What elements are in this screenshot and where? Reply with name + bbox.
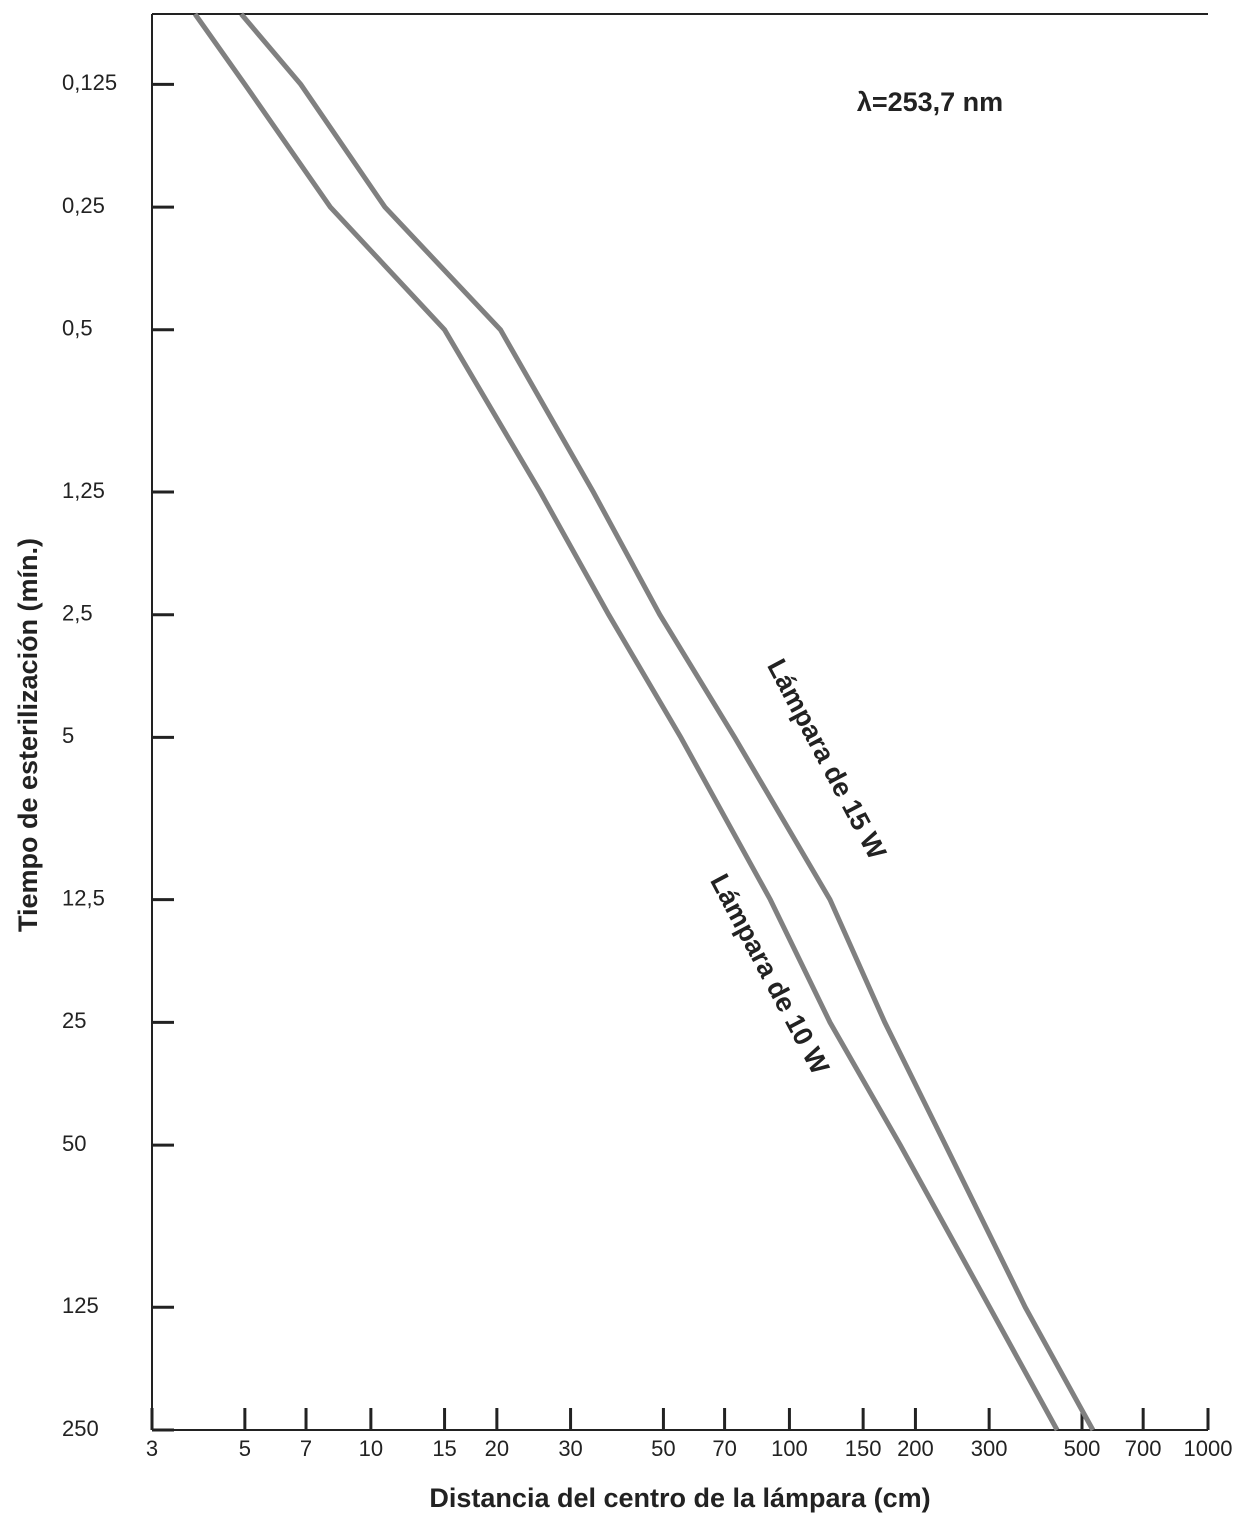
x-tick-label: 300 xyxy=(971,1436,1008,1461)
line xyxy=(192,12,1060,1432)
x-tick-label: 10 xyxy=(359,1436,383,1461)
x-tick-label: 200 xyxy=(897,1436,934,1461)
x-axis-label: Distancia del centro de la lámpara (cm) xyxy=(429,1483,930,1513)
y-tick-label: 0,125 xyxy=(62,70,117,95)
series-label: Lámpara de 15 W xyxy=(761,654,892,865)
y-axis-label: Tiempo de esterilización (mín.) xyxy=(13,538,43,932)
y-tick-label: 2,5 xyxy=(62,601,93,626)
x-tick-label: 150 xyxy=(845,1436,882,1461)
y-tick-label: 50 xyxy=(62,1131,86,1156)
y-tick-label: 1,25 xyxy=(62,478,105,503)
x-tick-label: 20 xyxy=(485,1436,509,1461)
x-tick-label: 15 xyxy=(432,1436,456,1461)
x-tick-label: 100 xyxy=(771,1436,808,1461)
y-tick-label: 25 xyxy=(62,1008,86,1033)
y-tick-label: 0,5 xyxy=(62,316,93,341)
x-tick-label: 50 xyxy=(651,1436,675,1461)
y-tick-label: 250 xyxy=(62,1416,99,1441)
x-tick-label: 30 xyxy=(558,1436,582,1461)
annotation: λ=253,7 nm xyxy=(857,87,1003,117)
line xyxy=(239,12,1096,1432)
y-tick-label: 0,25 xyxy=(62,193,105,218)
x-tick-label: 500 xyxy=(1064,1436,1101,1461)
y-tick-label: 12,5 xyxy=(62,885,105,910)
y-tick-label: 5 xyxy=(62,723,74,748)
y-tick-label: 125 xyxy=(62,1293,99,1318)
x-tick-label: 1000 xyxy=(1184,1436,1233,1461)
x-tick-label: 3 xyxy=(146,1436,158,1461)
x-tick-label: 5 xyxy=(239,1436,251,1461)
x-tick-label: 7 xyxy=(300,1436,312,1461)
x-tick-label: 700 xyxy=(1125,1436,1162,1461)
x-tick-label: 70 xyxy=(712,1436,736,1461)
